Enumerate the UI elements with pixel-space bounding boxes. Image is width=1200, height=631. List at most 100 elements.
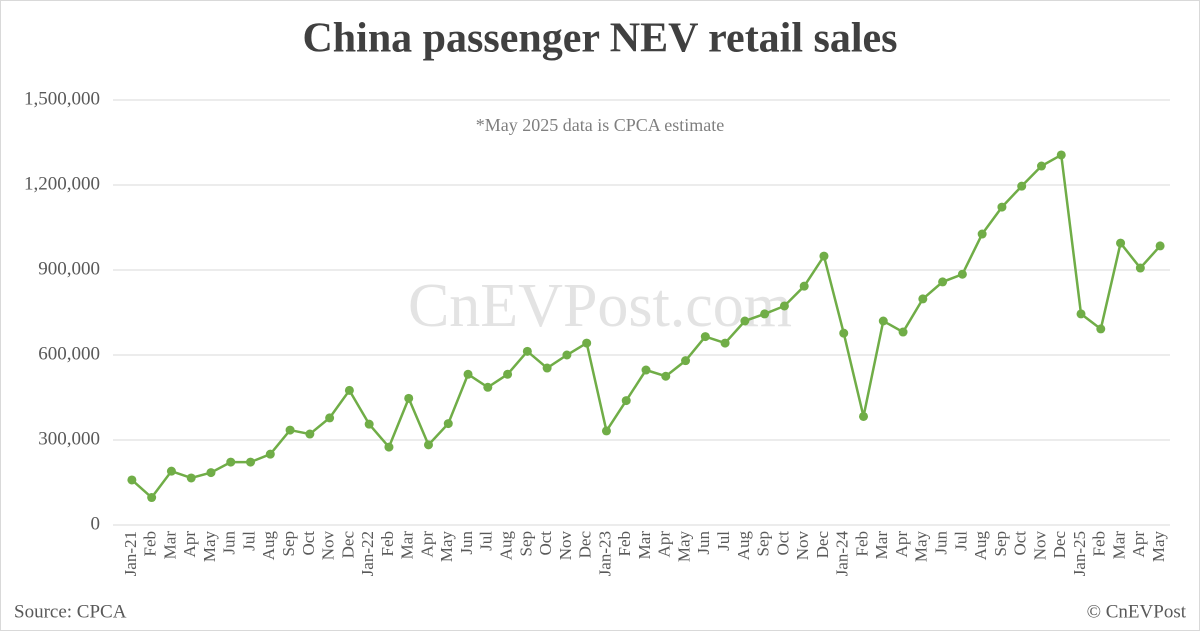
x-tick-label: May xyxy=(200,531,219,563)
x-tick-label: May xyxy=(674,531,693,563)
point xyxy=(582,338,592,348)
point xyxy=(898,327,908,337)
point xyxy=(641,365,651,375)
point xyxy=(542,363,552,373)
x-tick-label: Aug xyxy=(734,531,753,561)
credit: © CnEVPost xyxy=(1087,601,1187,622)
x-tick-label: Dec xyxy=(338,531,357,559)
point xyxy=(997,202,1007,212)
x-tick-label: Nov xyxy=(556,531,575,561)
point xyxy=(1096,324,1106,334)
x-tick-label: Jun xyxy=(220,531,239,555)
x-tick-label: Apr xyxy=(892,531,911,558)
point xyxy=(918,294,928,304)
x-tick-label: Nov xyxy=(319,531,338,561)
point xyxy=(681,356,691,366)
point xyxy=(977,229,987,239)
point xyxy=(720,338,730,348)
x-tick-label: Jul xyxy=(714,531,733,551)
y-tick-label: 900,000 xyxy=(38,258,100,279)
x-tick-label: Apr xyxy=(417,531,436,558)
point xyxy=(661,371,671,381)
x-tick-label: Feb xyxy=(1090,531,1109,557)
point xyxy=(344,385,354,395)
y-tick-label: 300,000 xyxy=(38,428,100,449)
point xyxy=(859,411,869,421)
x-tick-label: Jun xyxy=(932,531,951,555)
point xyxy=(364,419,374,429)
x-tick-label: Apr xyxy=(655,531,674,558)
point xyxy=(226,457,236,467)
point xyxy=(957,269,967,279)
point xyxy=(819,251,829,261)
point xyxy=(878,316,888,326)
point xyxy=(384,442,394,452)
point xyxy=(265,449,275,459)
x-tick-label: May xyxy=(1149,531,1168,563)
x-tick-label: Nov xyxy=(1030,531,1049,561)
point xyxy=(1017,181,1027,191)
x-tick-label: Mar xyxy=(398,531,417,560)
x-tick-label: Aug xyxy=(496,531,515,561)
source: Source: CPCA xyxy=(14,601,127,622)
y-tick-label: 0 xyxy=(91,513,101,534)
point xyxy=(779,301,789,311)
point xyxy=(166,466,176,476)
x-tick-label: Apr xyxy=(1129,531,1148,558)
point xyxy=(246,457,256,467)
point xyxy=(147,493,157,503)
x-tick-label: Oct xyxy=(299,531,318,556)
point xyxy=(562,350,572,360)
x-tick-label: Sep xyxy=(754,531,773,557)
point xyxy=(1155,241,1165,251)
watermark: CnEVPost.com xyxy=(408,272,792,340)
x-tick-label: Dec xyxy=(576,531,595,559)
point xyxy=(1135,263,1145,273)
x-tick-label: Jan-25 xyxy=(1070,531,1089,576)
x-tick-label: Aug xyxy=(259,531,278,561)
x-tick-label: Jun xyxy=(457,531,476,555)
point xyxy=(839,328,849,338)
point xyxy=(127,475,137,485)
x-tick-label: Jun xyxy=(694,531,713,555)
point xyxy=(206,468,216,478)
x-tick-label: Oct xyxy=(773,531,792,556)
point xyxy=(700,332,710,342)
x-tick-label: Oct xyxy=(1011,531,1030,556)
point xyxy=(1036,161,1046,171)
point xyxy=(522,346,532,356)
chart-title: China passenger NEV retail sales xyxy=(302,16,897,62)
x-tick-label: Jan-21 xyxy=(121,531,140,576)
x-tick-label: Feb xyxy=(378,531,397,557)
point xyxy=(740,316,750,326)
point xyxy=(1116,238,1126,248)
point xyxy=(760,309,770,319)
x-tick-label: Oct xyxy=(536,531,555,556)
point xyxy=(503,369,513,379)
point xyxy=(285,425,295,435)
x-tick-label: Sep xyxy=(516,531,535,557)
point xyxy=(423,440,433,450)
x-tick-label: Sep xyxy=(991,531,1010,557)
y-tick-label: 1,500,000 xyxy=(24,88,100,109)
point xyxy=(799,281,809,291)
x-tick-label: Mar xyxy=(872,531,891,560)
x-tick-label: Mar xyxy=(635,531,654,560)
point xyxy=(483,382,493,392)
point xyxy=(463,369,473,379)
annotation: *May 2025 data is CPCA estimate xyxy=(476,115,724,135)
x-tick-label: Jul xyxy=(951,531,970,551)
point xyxy=(1076,309,1086,319)
x-tick-label: Jan-23 xyxy=(595,531,614,576)
x-tick-label: Dec xyxy=(813,531,832,559)
x-tick-label: Apr xyxy=(180,531,199,558)
point xyxy=(305,429,315,439)
point xyxy=(186,473,196,483)
x-tick-label: Jan-22 xyxy=(358,531,377,576)
x-tick-label: Feb xyxy=(852,531,871,557)
x-tick-label: May xyxy=(437,531,456,563)
x-tick-label: Jul xyxy=(239,531,258,551)
x-tick-label: Nov xyxy=(793,531,812,561)
